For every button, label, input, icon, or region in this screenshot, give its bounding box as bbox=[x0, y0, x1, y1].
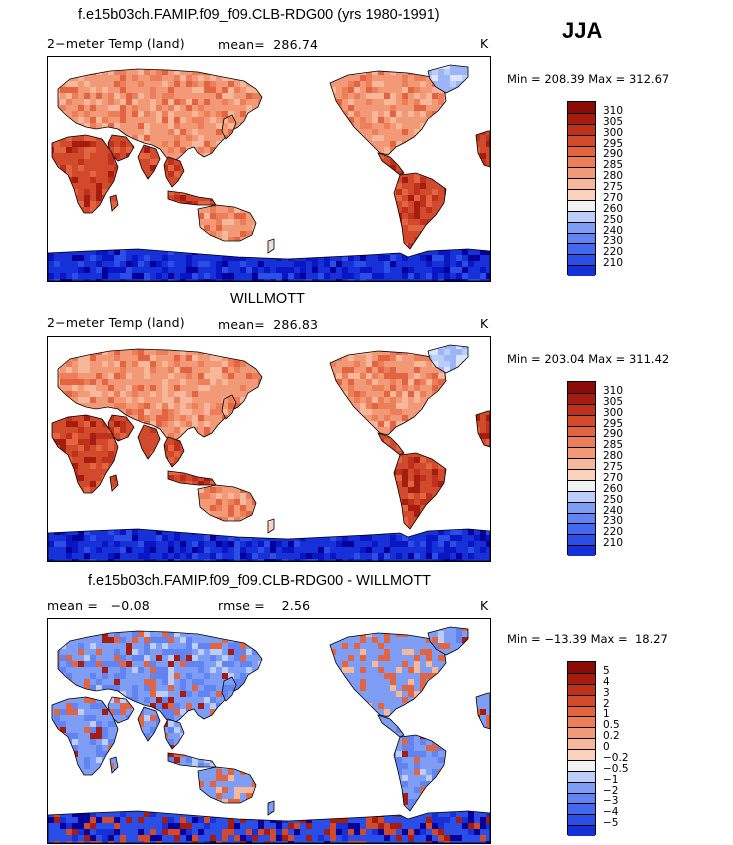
colorbar-swatch bbox=[568, 200, 595, 211]
colorbar-swatch bbox=[568, 803, 595, 814]
panel-2-variable-label: 2−meter Temp (land) bbox=[47, 315, 185, 330]
colorbar-swatch bbox=[568, 749, 595, 760]
panel-1-colorbar bbox=[567, 101, 596, 275]
colorbar-swatch bbox=[568, 662, 595, 673]
panel-3-mean-label: mean = −0.08 bbox=[47, 598, 150, 613]
colorbar-swatch bbox=[568, 211, 595, 222]
colorbar-swatch bbox=[568, 102, 595, 113]
colorbar-tick-label: 3 bbox=[603, 688, 610, 699]
panel-1-units: K bbox=[480, 36, 488, 51]
colorbar-tick-label: 210 bbox=[603, 258, 623, 269]
colorbar-swatch bbox=[568, 469, 595, 480]
colorbar-tick-label: 250 bbox=[603, 495, 623, 506]
panel-1-minmax: Min = 208.39 Max = 312.67 bbox=[507, 72, 669, 86]
colorbar-tick-label: 300 bbox=[603, 128, 623, 139]
colorbar-swatch bbox=[568, 265, 595, 276]
colorbar-swatch bbox=[568, 426, 595, 437]
panel-3-units: K bbox=[480, 598, 488, 613]
colorbar-swatch bbox=[568, 146, 595, 157]
colorbar-swatch bbox=[568, 480, 595, 491]
colorbar-swatch bbox=[568, 243, 595, 254]
colorbar-swatch bbox=[568, 254, 595, 265]
panel-1-title: f.e15b03ch.FAMIP.f09_f09.CLB-RDG00 (yrs … bbox=[78, 7, 440, 23]
panel-2-colorbar bbox=[567, 381, 596, 555]
panel-3-title: f.e15b03ch.FAMIP.f09_f09.CLB-RDG00 - WIL… bbox=[88, 573, 431, 589]
colorbar-tick-label: 210 bbox=[603, 538, 623, 549]
season-label: JJA bbox=[562, 18, 602, 44]
panel-3-minmax: Min = −13.39 Max = 18.27 bbox=[507, 632, 668, 646]
colorbar-swatch bbox=[568, 513, 595, 524]
colorbar-swatch bbox=[568, 825, 595, 836]
colorbar-swatch bbox=[568, 135, 595, 146]
colorbar-tick-label: 250 bbox=[603, 215, 623, 226]
colorbar-swatch bbox=[568, 189, 595, 200]
colorbar-swatch bbox=[568, 458, 595, 469]
colorbar-swatch bbox=[568, 684, 595, 695]
colorbar-swatch bbox=[568, 113, 595, 124]
colorbar-tick-label: 300 bbox=[603, 408, 623, 419]
colorbar-swatch bbox=[568, 534, 595, 545]
colorbar-swatch bbox=[568, 156, 595, 167]
colorbar-swatch bbox=[568, 415, 595, 426]
panel-3-map bbox=[47, 618, 491, 844]
colorbar-swatch bbox=[568, 502, 595, 513]
colorbar-swatch bbox=[568, 782, 595, 793]
panel-1-map bbox=[47, 56, 491, 282]
panel-2-minmax: Min = 203.04 Max = 311.42 bbox=[507, 352, 669, 366]
colorbar-swatch bbox=[568, 545, 595, 556]
colorbar-swatch bbox=[568, 233, 595, 244]
colorbar-swatch bbox=[568, 404, 595, 415]
colorbar-swatch bbox=[568, 447, 595, 458]
colorbar-swatch bbox=[568, 771, 595, 782]
colorbar-swatch bbox=[568, 523, 595, 534]
colorbar-swatch bbox=[568, 124, 595, 135]
colorbar-swatch bbox=[568, 222, 595, 233]
panel-1-mean-label: mean= 286.74 bbox=[218, 37, 318, 52]
panel-2-units: K bbox=[480, 316, 488, 331]
panel-3-colorbar bbox=[567, 661, 596, 835]
colorbar-swatch bbox=[568, 727, 595, 738]
colorbar-swatch bbox=[568, 706, 595, 717]
colorbar-swatch bbox=[568, 167, 595, 178]
colorbar-swatch bbox=[568, 695, 595, 706]
colorbar-swatch bbox=[568, 760, 595, 771]
colorbar-tick-label: −1 bbox=[603, 775, 618, 786]
panel-2-map bbox=[47, 336, 491, 562]
colorbar-tick-label: −5 bbox=[603, 818, 618, 829]
colorbar-swatch bbox=[568, 491, 595, 502]
panel-3-rmse-label: rmse = 2.56 bbox=[218, 598, 310, 613]
panel-2-title: WILLMOTT bbox=[230, 291, 305, 307]
colorbar-swatch bbox=[568, 738, 595, 749]
colorbar-swatch bbox=[568, 382, 595, 393]
colorbar-swatch bbox=[568, 716, 595, 727]
colorbar-swatch bbox=[568, 393, 595, 404]
colorbar-swatch bbox=[568, 673, 595, 684]
panel-1-variable-label: 2−meter Temp (land) bbox=[47, 36, 185, 51]
colorbar-swatch bbox=[568, 178, 595, 189]
colorbar-swatch bbox=[568, 436, 595, 447]
colorbar-swatch bbox=[568, 814, 595, 825]
colorbar-swatch bbox=[568, 793, 595, 804]
panel-2-mean-label: mean= 286.83 bbox=[218, 317, 318, 332]
